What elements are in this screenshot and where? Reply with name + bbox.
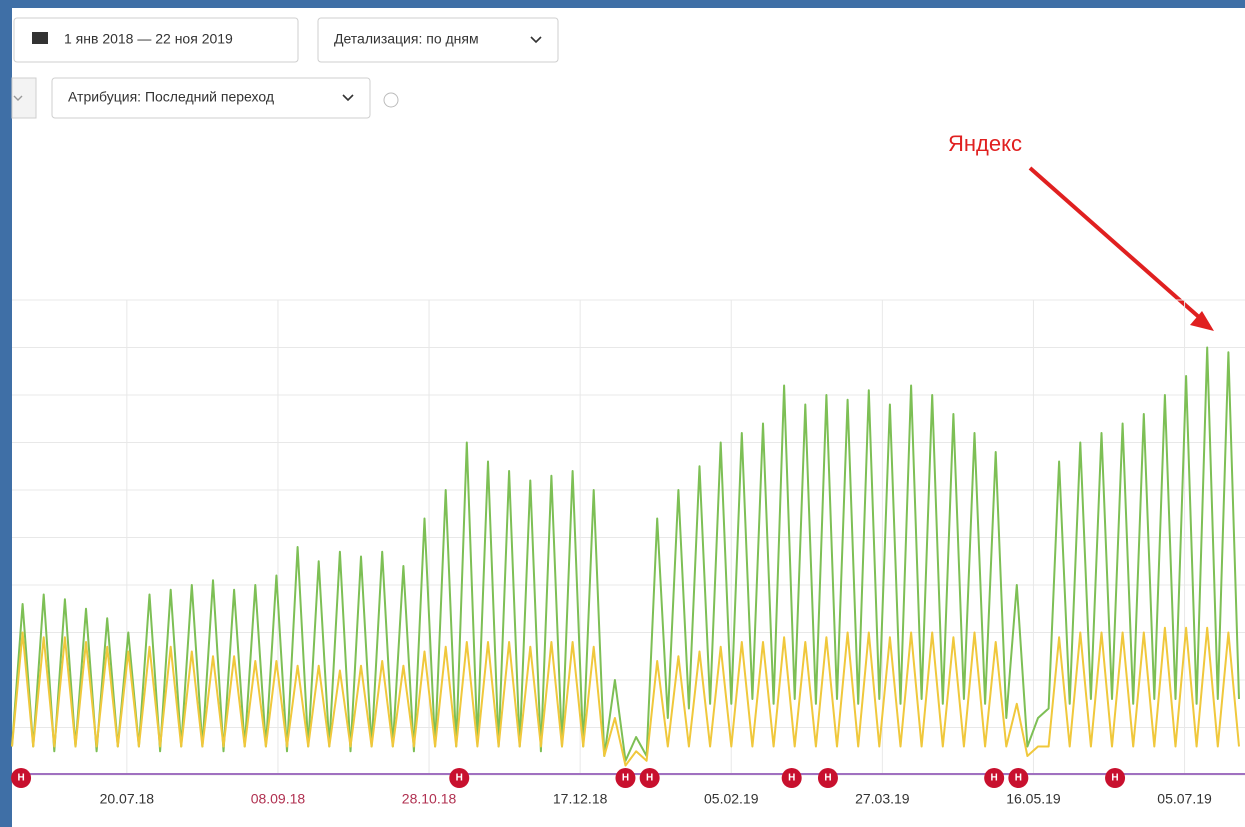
x-tick-label: 27.03.19: [855, 791, 910, 807]
calendar-icon: [32, 32, 48, 44]
event-marker: [615, 768, 636, 788]
detail-label: Детализация: по дням: [334, 31, 479, 47]
event-marker-label: Н: [824, 773, 831, 784]
x-tick-label: 08.09.18: [251, 791, 306, 807]
event-marker: [449, 768, 470, 788]
x-tick-label: 05.02.19: [704, 791, 759, 807]
x-tick-label: 05.07.19: [1157, 791, 1212, 807]
arrow-head: [1190, 311, 1214, 331]
event-marker: [1008, 768, 1029, 788]
button-frame: [13, 17, 299, 63]
event-marker-label: Н: [788, 773, 795, 784]
date-button[interactable]: 1 янв 2018 — 22 ноя 2019: [13, 17, 299, 63]
event-marker-label: Н: [17, 773, 24, 784]
x-tick-label: 28.10.18: [402, 791, 457, 807]
plot: 20.07.18 08.09.18 28.10.18 17.12.18 05.02.19…: [11, 299, 1245, 807]
event-marker: [781, 768, 802, 788]
date-range: 1 янв 2018 — 22 ноя 2019: [64, 31, 233, 47]
chevron: [530, 36, 542, 44]
left-border: [0, 0, 12, 827]
annotation-text: Яндекс: [948, 131, 1022, 156]
detail-button[interactable]: Детализация: по дням: [317, 17, 559, 63]
event-marker-label: Н: [1015, 773, 1022, 784]
event-marker-label: Н: [1111, 773, 1118, 784]
button-frame: [11, 77, 37, 119]
help-icon[interactable]: [383, 92, 399, 108]
chevron: [342, 94, 354, 102]
event-marker: [11, 768, 32, 788]
event-marker-label: Н: [622, 773, 629, 784]
event-marker-label: Н: [646, 773, 653, 784]
event-marker-label: Н: [456, 773, 463, 784]
event-marker: [984, 768, 1005, 788]
x-tick-label: 20.07.18: [100, 791, 155, 807]
chevron: [13, 95, 23, 101]
attribution-button[interactable]: Атрибуция: Последний переход: [51, 77, 371, 119]
event-marker: [639, 768, 660, 788]
help-circle: [383, 92, 399, 108]
x-tick-label: 17.12.18: [553, 791, 608, 807]
event-marker: [1105, 768, 1126, 788]
series-line: [11, 626, 1240, 767]
button-frame: [317, 17, 559, 63]
event-marker: [817, 768, 838, 788]
x-tick-label: 16.05.19: [1006, 791, 1061, 807]
series-line: [11, 346, 1240, 762]
top-border: [0, 0, 1245, 8]
segment-button[interactable]: [11, 77, 37, 119]
annotation-arrow: [1028, 166, 1202, 320]
event-marker-label: Н: [991, 773, 998, 784]
attribution-label: Атрибуция: Последний переход: [68, 89, 274, 105]
button-frame: [51, 77, 371, 119]
